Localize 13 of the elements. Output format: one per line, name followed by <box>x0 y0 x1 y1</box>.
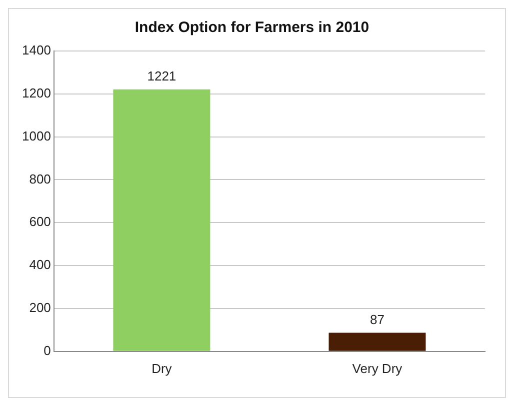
y-tick-label: 1400 <box>22 42 51 58</box>
x-tick-label: Very Dry <box>352 360 403 376</box>
y-tick-label: 400 <box>29 257 51 272</box>
y-tick-label: 200 <box>29 300 51 316</box>
y-tick-label: 800 <box>29 171 51 186</box>
y-tick-label: 0 <box>44 342 51 358</box>
chart-title: Index Option for Farmers in 2010 <box>134 19 370 36</box>
y-tick-label: 600 <box>29 214 51 230</box>
y-tick-label: 1200 <box>22 85 51 100</box>
y-tick-label: 1000 <box>22 128 51 144</box>
x-tick-label: Dry <box>152 360 172 376</box>
data-label: 87 <box>370 312 384 327</box>
data-label: 1221 <box>147 68 176 84</box>
